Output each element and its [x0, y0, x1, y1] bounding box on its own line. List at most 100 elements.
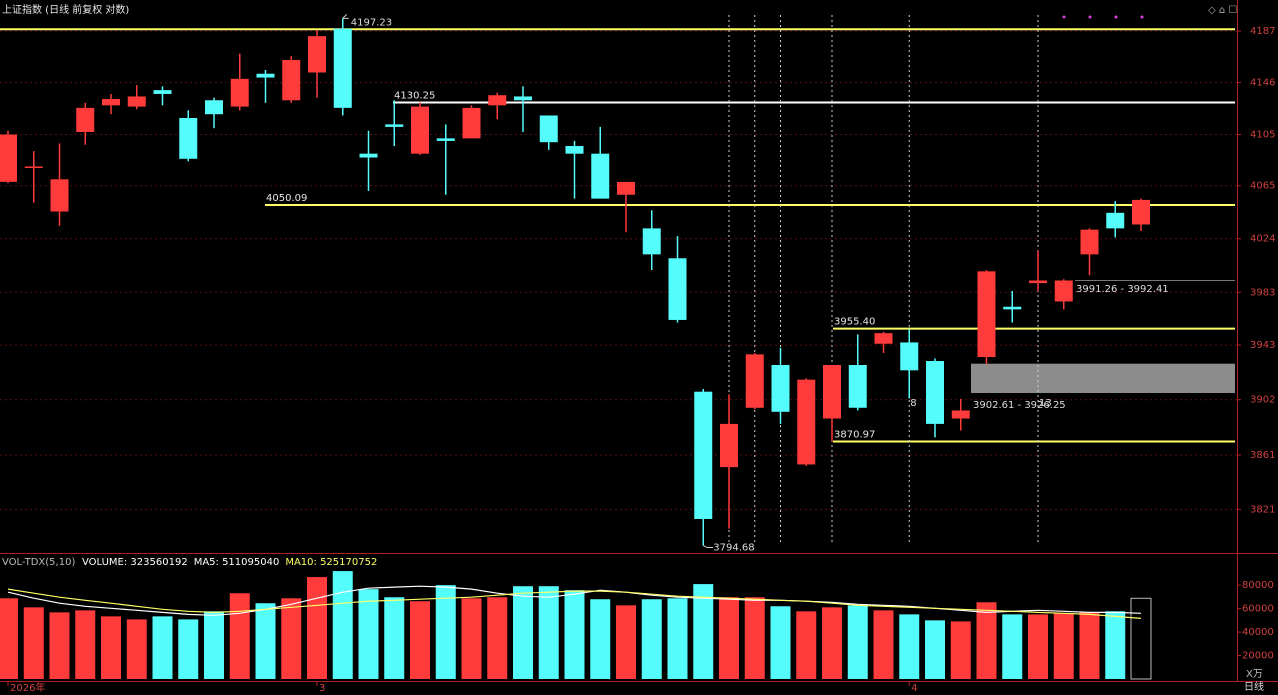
x-tick-label: 3: [319, 683, 325, 694]
chart-title: 上证指数 (日线 前复权 对数): [2, 3, 129, 16]
y-tick-label: 3861: [1250, 450, 1275, 461]
volume-bar: [410, 601, 430, 679]
y-tick-label: 3983: [1250, 287, 1275, 298]
candle-body: [874, 333, 893, 344]
volume-bar: [822, 607, 842, 679]
candle: [642, 210, 661, 271]
candle: [900, 329, 919, 399]
y-tick-label: 3902: [1250, 395, 1275, 406]
candle: [333, 18, 352, 116]
candle-body: [308, 36, 326, 73]
candle: [694, 389, 713, 546]
volume-header: MA10: 525170752: [285, 557, 377, 568]
candle: [823, 364, 841, 442]
y-tick-label: 3943: [1250, 340, 1275, 351]
candle: [127, 85, 146, 110]
level-label: 3870.97: [834, 429, 875, 440]
dot: [1062, 15, 1066, 19]
volume-bar: [204, 611, 224, 679]
period-label: 日线: [1244, 680, 1264, 693]
candle-body: [1029, 280, 1047, 284]
candle-body: [926, 361, 944, 424]
volume-bar: [49, 612, 70, 679]
candle-body: [436, 138, 455, 141]
candle-body: [359, 153, 378, 158]
ma5-line: [7, 585, 1142, 616]
candle-body: [333, 28, 352, 108]
volume-bar: [358, 589, 379, 679]
candle-body: [539, 115, 558, 143]
y-tick-label: 4187: [1250, 26, 1275, 37]
candle: [565, 140, 584, 199]
marker-dots: [1062, 15, 1144, 19]
candle-body: [230, 78, 249, 107]
candle: [720, 394, 738, 529]
candle: [50, 143, 69, 226]
candle-body: [1003, 306, 1022, 310]
volume-bar: [847, 605, 868, 679]
candle: [462, 105, 481, 139]
candle-body: [102, 99, 120, 106]
candle-body: [488, 95, 507, 106]
candle-body: [50, 179, 69, 212]
annotation-arrow: [342, 14, 349, 19]
candle-body: [745, 354, 764, 408]
volume-bar: [23, 607, 44, 679]
candle-body: [256, 73, 275, 78]
candle-body: [848, 364, 867, 408]
candle: [102, 93, 120, 115]
low-label: 3794.68: [713, 543, 754, 554]
x-tick-label: 4: [911, 683, 917, 694]
candle: [539, 115, 558, 150]
range-label: 3902.61 - 3926.25: [973, 400, 1066, 411]
candle: [282, 56, 301, 103]
y-tick-label: 80000: [1242, 580, 1274, 591]
candle: [848, 334, 867, 411]
candle: [1080, 228, 1099, 276]
candle-body: [823, 364, 841, 419]
y-tick-label: 4024: [1250, 234, 1275, 245]
candle-body: [668, 258, 687, 320]
volume-bar: [435, 585, 456, 679]
fib-label: 8: [910, 398, 916, 409]
volume-bar: [538, 586, 559, 679]
candle: [488, 92, 507, 120]
volume-bar: [950, 621, 971, 679]
candle: [1054, 279, 1073, 310]
candle-body: [127, 96, 146, 107]
volume-bar: [796, 611, 817, 679]
volume-bar: [461, 598, 482, 679]
x-tick-label: 2026年: [10, 681, 45, 694]
candle-body: [642, 228, 661, 255]
candle: [977, 270, 996, 364]
candle-body: [76, 107, 95, 132]
icon[interactable]: ◇ ⌂ ☐: [1208, 5, 1237, 16]
y-tick-label: 4105: [1250, 130, 1275, 141]
volume-bar: [513, 586, 533, 679]
high-label: 4197.23: [351, 17, 392, 28]
candle: [436, 124, 455, 195]
annotation-arrow: [703, 545, 714, 549]
candle-body: [951, 410, 970, 419]
level-label: 4050.09: [266, 193, 307, 204]
candle: [926, 358, 944, 438]
candle-body: [977, 271, 996, 358]
gap-zone: [971, 363, 1235, 394]
candle: [874, 331, 893, 354]
dot: [1114, 15, 1118, 19]
candle: [153, 86, 172, 106]
volume-bar: [1002, 614, 1023, 679]
volume-bar: [873, 610, 894, 679]
candle: [0, 130, 17, 184]
volume-title: VOL-TDX(5,10): [2, 557, 75, 568]
volume-bar: [719, 597, 739, 679]
candle-body: [900, 342, 919, 371]
y-tick-label: 4065: [1250, 181, 1275, 192]
candle-body: [282, 59, 301, 101]
candle: [1003, 290, 1022, 323]
candle-body: [462, 107, 481, 139]
y-tick-label: 3821: [1250, 504, 1275, 515]
candle-body: [0, 134, 17, 182]
candle: [771, 347, 790, 424]
